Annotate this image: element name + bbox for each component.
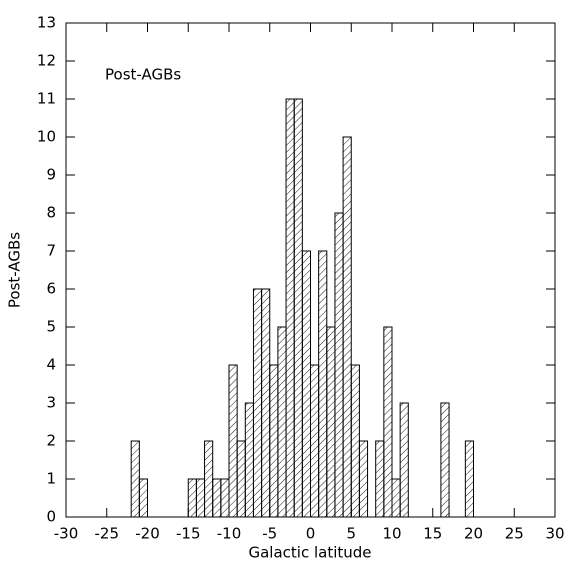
bar [269, 364, 279, 518]
bar [204, 440, 214, 518]
bar [138, 478, 149, 518]
y-tick-label: 1 [46, 470, 56, 488]
x-tick-label: 20 [464, 525, 483, 543]
x-tick-label: -25 [95, 525, 120, 543]
x-tick-label: -10 [217, 525, 242, 543]
bar [310, 364, 320, 518]
y-tick-label: 9 [46, 166, 56, 184]
y-tick-label: 11 [37, 90, 56, 108]
bar [244, 402, 254, 518]
bar [440, 402, 450, 518]
x-tick-label: -15 [176, 525, 201, 543]
bar [383, 326, 393, 518]
x-tick-label: 0 [306, 525, 316, 543]
bar [399, 402, 409, 518]
y-tick-label: 4 [46, 356, 56, 374]
bar [228, 364, 238, 518]
bar [464, 440, 475, 518]
bar [195, 478, 206, 518]
bar [212, 478, 222, 518]
bar [318, 250, 328, 518]
bar [391, 478, 401, 518]
bar [293, 98, 303, 518]
bar [334, 212, 344, 518]
x-tick-label: 10 [382, 525, 401, 543]
x-tick-label: -5 [262, 525, 277, 543]
x-axis-label: Galactic latitude [248, 544, 371, 562]
x-tick-label: -30 [54, 525, 79, 543]
bar [187, 478, 197, 518]
y-tick-label: 10 [37, 128, 56, 146]
bar [277, 326, 287, 518]
bar [236, 440, 246, 518]
bar [220, 478, 230, 518]
x-tick-label: 5 [346, 525, 356, 543]
y-tick-label: 6 [46, 280, 56, 298]
x-tick-label: 30 [545, 525, 564, 543]
y-tick-label: 12 [37, 52, 56, 70]
bar [358, 440, 369, 518]
x-tick-label: 15 [423, 525, 442, 543]
bar [342, 136, 352, 518]
y-tick-label: 8 [46, 204, 56, 222]
bar [375, 440, 385, 518]
x-tick-label: 25 [505, 525, 524, 543]
bar [326, 326, 336, 518]
bar [261, 288, 271, 518]
bar [130, 440, 140, 518]
y-tick-label: 0 [46, 508, 56, 526]
bar [285, 98, 295, 518]
annotation: Post-AGBs [105, 66, 181, 84]
x-tick-label: -20 [135, 525, 160, 543]
y-tick-label: 13 [37, 14, 56, 32]
y-tick-label: 7 [46, 242, 56, 260]
bar [301, 250, 312, 518]
y-tick-label: 3 [46, 394, 56, 412]
bar [350, 364, 360, 518]
y-tick-label: 2 [46, 432, 56, 450]
y-axis-label: Post-AGBs [6, 232, 24, 308]
y-tick-label: 5 [46, 318, 56, 336]
bar [252, 288, 263, 518]
